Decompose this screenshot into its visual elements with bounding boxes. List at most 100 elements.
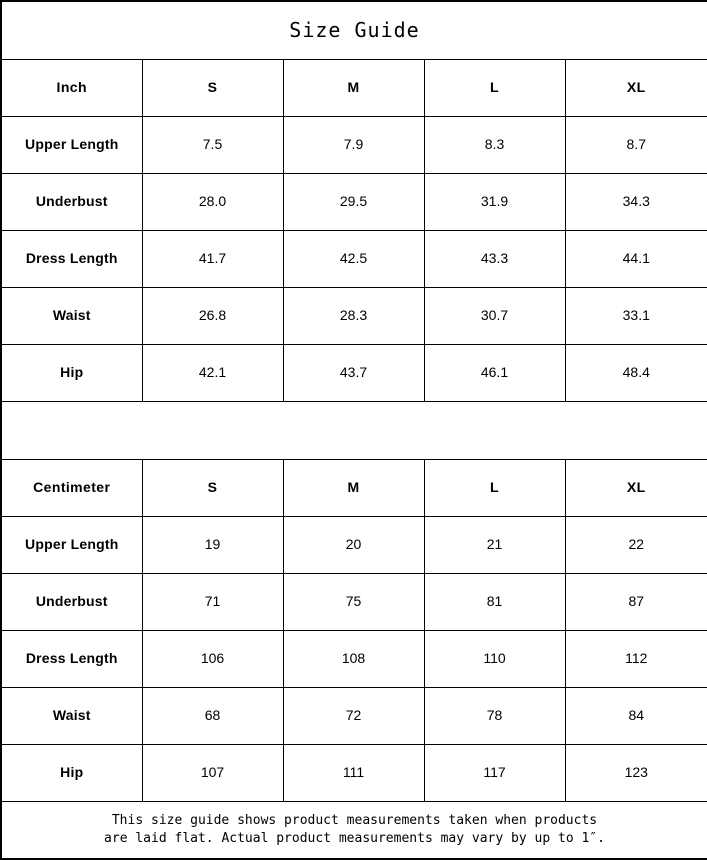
size-label-l: L bbox=[490, 79, 499, 95]
cell-value: 110 bbox=[483, 650, 506, 666]
row-label: Upper Length bbox=[25, 536, 119, 552]
cell-value: 30.7 bbox=[480, 307, 509, 323]
cell-s: 7.5 bbox=[141, 116, 284, 174]
row-label-cell: Waist bbox=[0, 287, 143, 345]
centimeter-header-row: Centimeter S M L XL bbox=[0, 459, 707, 517]
cell-s: 71 bbox=[141, 573, 284, 631]
table-row: Hip 42.1 43.7 46.1 48.4 bbox=[0, 344, 707, 402]
cell-xl: 8.7 bbox=[564, 116, 707, 174]
cell-value: 112 bbox=[625, 650, 648, 666]
row-label-cell: Dress Length bbox=[0, 630, 143, 688]
cell-xl: 33.1 bbox=[564, 287, 707, 345]
footer-note-row: This size guide shows product measuremen… bbox=[1, 801, 707, 859]
cell-s: 106 bbox=[141, 630, 284, 688]
cell-value: 42.5 bbox=[339, 250, 368, 266]
cell-value: 107 bbox=[200, 764, 225, 780]
cell-value: 8.3 bbox=[484, 136, 505, 152]
inch-size-header-l: L bbox=[423, 59, 566, 117]
cell-value: 26.8 bbox=[198, 307, 227, 323]
table-row: Hip 107 111 117 123 bbox=[0, 744, 707, 802]
cell-value: 106 bbox=[200, 650, 225, 666]
row-label: Waist bbox=[52, 707, 91, 723]
row-label: Underbust bbox=[35, 193, 108, 209]
cell-s: 68 bbox=[141, 687, 284, 745]
cell-value: 84 bbox=[628, 707, 645, 723]
cell-l: 31.9 bbox=[423, 173, 566, 231]
size-label-m: M bbox=[347, 79, 360, 95]
cell-value: 31.9 bbox=[480, 193, 509, 209]
cell-xl: 48.4 bbox=[564, 344, 707, 402]
centimeter-size-header-m: M bbox=[282, 459, 425, 517]
centimeter-unit-label-cell: Centimeter bbox=[0, 459, 143, 517]
cell-value: 68 bbox=[204, 707, 221, 723]
row-label-cell: Dress Length bbox=[0, 230, 143, 288]
cell-value: 8.7 bbox=[626, 136, 646, 152]
cell-xl: 44.1 bbox=[564, 230, 707, 288]
footer-note-text: This size guide shows product measuremen… bbox=[104, 813, 605, 846]
cell-value: 78 bbox=[486, 707, 503, 723]
cell-m: 28.3 bbox=[282, 287, 425, 345]
cell-value: 28.3 bbox=[339, 307, 368, 323]
cell-xl: 87 bbox=[564, 573, 707, 631]
cell-value: 123 bbox=[624, 764, 648, 780]
cell-m: 7.9 bbox=[282, 116, 425, 174]
row-label: Dress Length bbox=[25, 650, 118, 666]
cell-xl: 84 bbox=[564, 687, 707, 745]
cell-value: 117 bbox=[483, 764, 506, 780]
cell-value: 7.9 bbox=[343, 136, 364, 152]
cell-s: 28.0 bbox=[141, 173, 284, 231]
cell-value: 21 bbox=[486, 536, 503, 552]
table-row: Underbust 28.0 29.5 31.9 34.3 bbox=[0, 173, 707, 231]
cell-value: 48.4 bbox=[622, 364, 650, 380]
cell-m: 43.7 bbox=[282, 344, 425, 402]
cell-l: 110 bbox=[423, 630, 566, 688]
row-label-cell: Upper Length bbox=[0, 116, 143, 174]
cell-value: 72 bbox=[345, 707, 362, 723]
cell-l: 81 bbox=[423, 573, 566, 631]
section-spacer-row bbox=[1, 401, 707, 460]
row-label-cell: Underbust bbox=[0, 173, 143, 231]
cell-l: 43.3 bbox=[423, 230, 566, 288]
section-spacer-cell bbox=[1, 401, 707, 460]
cell-value: 43.7 bbox=[339, 364, 368, 380]
table-row: Waist 26.8 28.3 30.7 33.1 bbox=[0, 287, 707, 345]
cell-xl: 123 bbox=[564, 744, 707, 802]
table-row: Upper Length 19 20 21 22 bbox=[0, 516, 707, 574]
footer-note-cell: This size guide shows product measuremen… bbox=[1, 801, 707, 859]
inch-size-header-xl: XL bbox=[564, 59, 707, 117]
cell-l: 78 bbox=[423, 687, 566, 745]
row-label-cell: Waist bbox=[0, 687, 143, 745]
centimeter-size-header-xl: XL bbox=[564, 459, 707, 517]
cell-xl: 34.3 bbox=[564, 173, 707, 231]
cell-value: 19 bbox=[204, 536, 221, 552]
table-row: Dress Length 106 108 110 112 bbox=[0, 630, 707, 688]
size-label-xl: XL bbox=[626, 479, 646, 495]
row-label: Underbust bbox=[35, 593, 108, 609]
row-label-cell: Underbust bbox=[0, 573, 143, 631]
row-label: Waist bbox=[52, 307, 91, 323]
cell-m: 42.5 bbox=[282, 230, 425, 288]
cell-m: 72 bbox=[282, 687, 425, 745]
cell-value: 28.0 bbox=[198, 193, 227, 209]
row-label-cell: Hip bbox=[0, 744, 143, 802]
cell-value: 20 bbox=[345, 536, 362, 552]
cell-xl: 22 bbox=[564, 516, 707, 574]
cell-value: 43.3 bbox=[480, 250, 509, 266]
page-title: Size Guide bbox=[289, 17, 420, 42]
cell-m: 29.5 bbox=[282, 173, 425, 231]
cell-s: 107 bbox=[141, 744, 284, 802]
cell-m: 75 bbox=[282, 573, 425, 631]
table-row: Underbust 71 75 81 87 bbox=[0, 573, 707, 631]
cell-value: 87 bbox=[628, 593, 645, 609]
row-label: Hip bbox=[60, 364, 84, 380]
cell-m: 111 bbox=[282, 744, 425, 802]
row-label-cell: Hip bbox=[0, 344, 143, 402]
inch-unit-label: Inch bbox=[56, 79, 87, 95]
cell-value: 75 bbox=[345, 593, 362, 609]
row-label: Dress Length bbox=[25, 250, 118, 266]
cell-value: 71 bbox=[204, 593, 221, 609]
centimeter-size-header-s: S bbox=[141, 459, 284, 517]
title-cell: Size Guide bbox=[1, 1, 707, 60]
